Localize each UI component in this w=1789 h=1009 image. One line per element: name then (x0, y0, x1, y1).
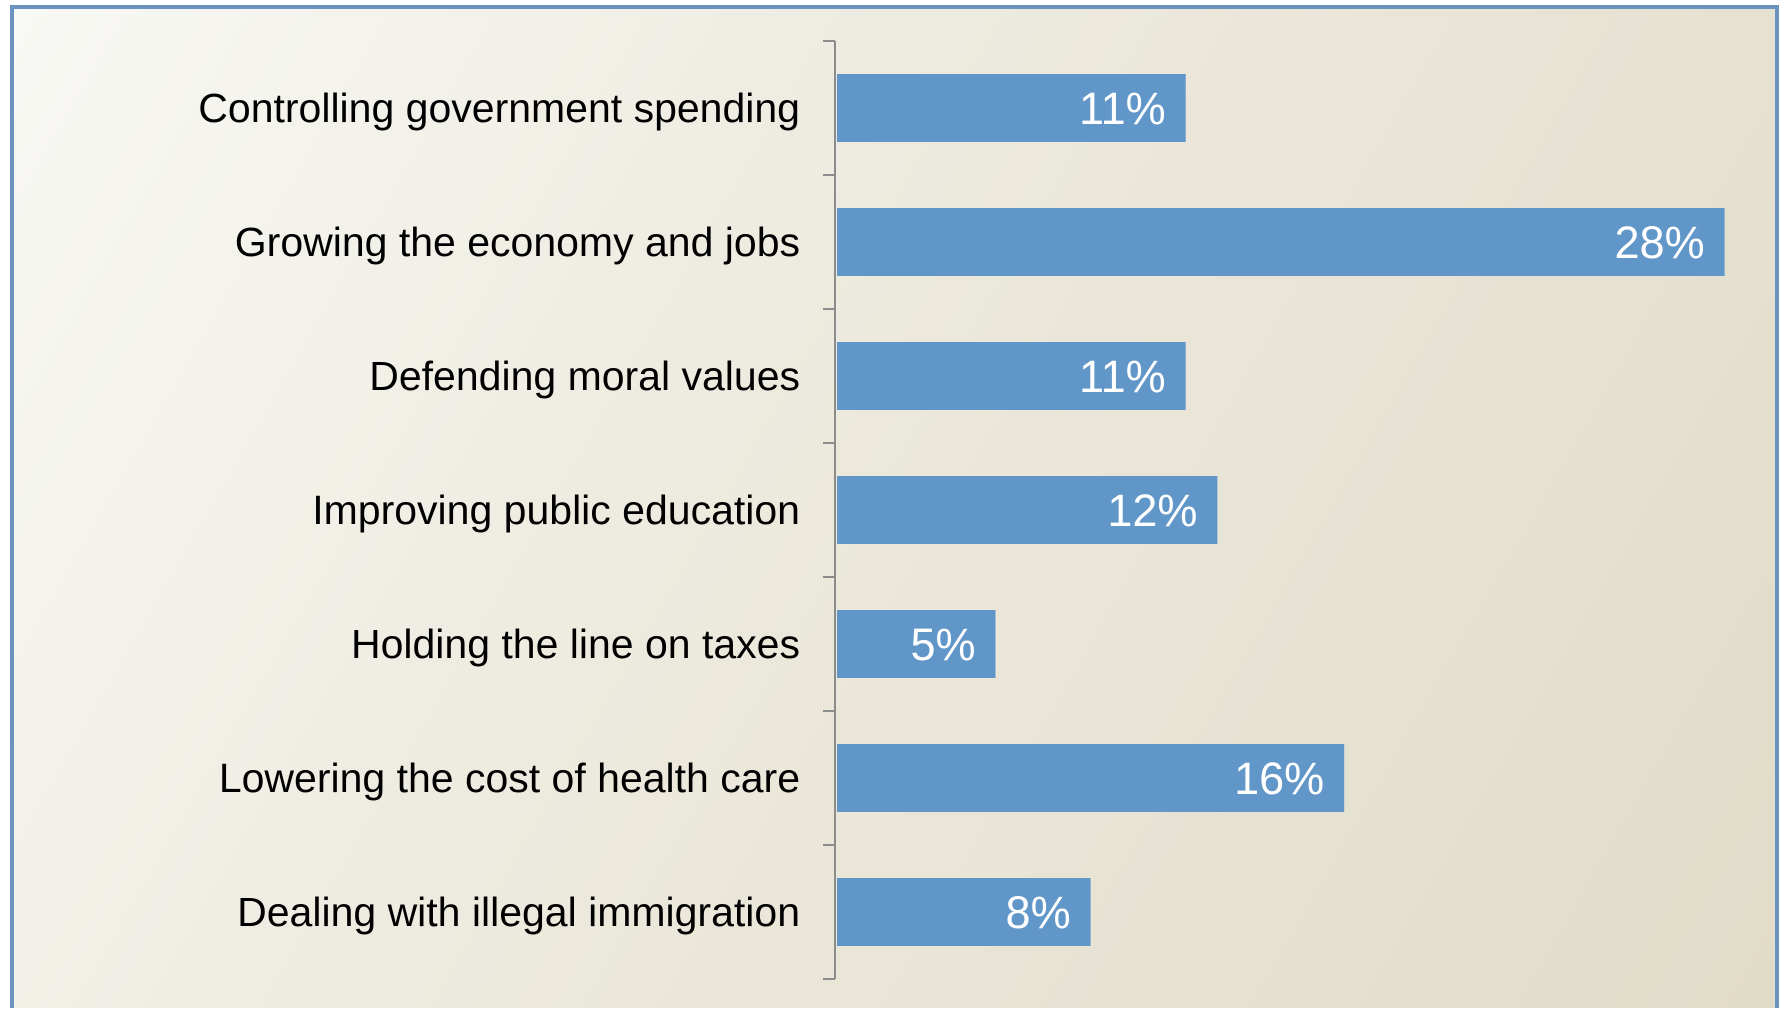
bar (837, 74, 1186, 142)
category-label: Holding the line on taxes (351, 621, 800, 667)
data-label: 5% (910, 619, 975, 670)
bar (837, 342, 1186, 410)
bar (837, 744, 1345, 812)
bar (837, 476, 1218, 544)
category-label: Defending moral values (369, 353, 800, 399)
data-label: 8% (1006, 887, 1071, 938)
bar (837, 878, 1091, 946)
category-label: Growing the economy and jobs (235, 219, 800, 265)
chart-frame: Controlling government spending 11% Growin… (10, 5, 1779, 1008)
bar-chart: Controlling government spending 11% Growin… (198, 40, 1725, 980)
category-label: Dealing with illegal immigration (237, 889, 800, 935)
data-label: 16% (1234, 753, 1324, 804)
data-label: 11% (1079, 351, 1166, 402)
data-label: 11% (1079, 83, 1166, 134)
category-label: Controlling government spending (198, 85, 800, 131)
bar (837, 610, 996, 678)
bar (837, 208, 1725, 276)
data-label: 12% (1107, 485, 1197, 536)
category-label: Lowering the cost of health care (219, 755, 800, 801)
data-label: 28% (1615, 217, 1705, 268)
category-label: Improving public education (312, 487, 800, 533)
